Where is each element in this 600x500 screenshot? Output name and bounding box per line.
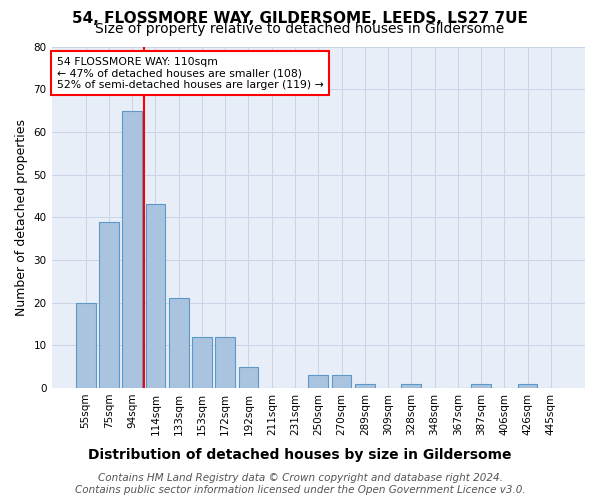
Bar	[215, 337, 235, 388]
Bar	[99, 222, 119, 388]
Y-axis label: Number of detached properties: Number of detached properties	[15, 119, 28, 316]
Text: Size of property relative to detached houses in Gildersome: Size of property relative to detached ho…	[95, 22, 505, 36]
Text: 54 FLOSSMORE WAY: 110sqm
← 47% of detached houses are smaller (108)
52% of semi-: 54 FLOSSMORE WAY: 110sqm ← 47% of detach…	[57, 56, 323, 90]
Bar	[401, 384, 421, 388]
Bar	[146, 204, 166, 388]
Bar	[518, 384, 538, 388]
Bar	[192, 337, 212, 388]
Bar	[239, 366, 259, 388]
Bar	[355, 384, 374, 388]
Bar	[308, 375, 328, 388]
Bar	[169, 298, 188, 388]
Text: Contains HM Land Registry data © Crown copyright and database right 2024.
Contai: Contains HM Land Registry data © Crown c…	[74, 474, 526, 495]
Text: 54, FLOSSMORE WAY, GILDERSOME, LEEDS, LS27 7UE: 54, FLOSSMORE WAY, GILDERSOME, LEEDS, LS…	[72, 11, 528, 26]
Bar	[332, 375, 352, 388]
Bar	[122, 110, 142, 388]
Text: Distribution of detached houses by size in Gildersome: Distribution of detached houses by size …	[88, 448, 512, 462]
Bar	[76, 302, 95, 388]
Bar	[471, 384, 491, 388]
